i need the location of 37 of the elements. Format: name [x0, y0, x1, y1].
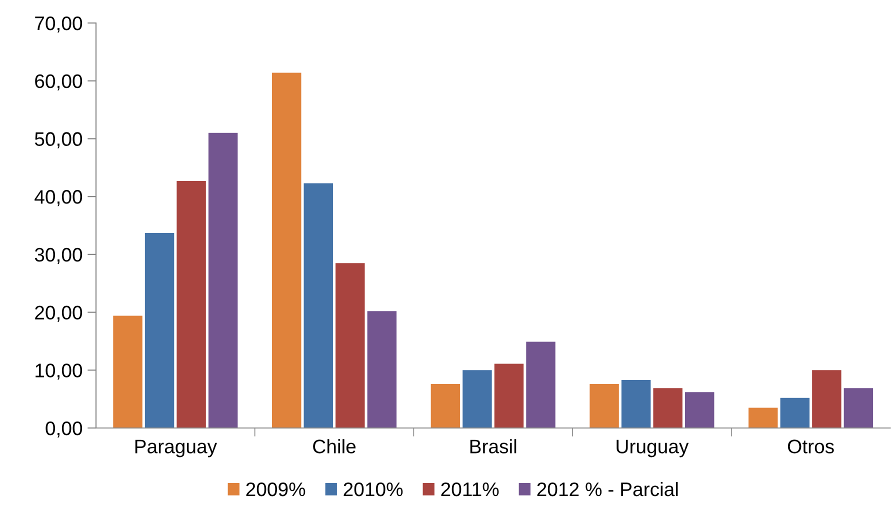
bar — [494, 364, 524, 428]
bar — [621, 380, 651, 428]
x-tick-label: Uruguay — [616, 440, 689, 458]
x-tick-label: Paraguay — [135, 440, 218, 458]
x-tick-label: Otros — [788, 440, 834, 454]
y-tick-label: 0,00 — [46, 421, 82, 438]
bar — [844, 388, 874, 428]
y-tick-label: 50,00 — [34, 132, 82, 148]
bar — [176, 180, 206, 428]
bar — [684, 392, 714, 428]
y-tick-label: 30,00 — [34, 248, 82, 264]
bar — [272, 72, 302, 428]
legend-label: 2009% — [246, 482, 306, 496]
x-tick-label: Brasil — [470, 439, 516, 454]
bar — [304, 183, 333, 428]
bar — [336, 263, 365, 428]
bar — [748, 408, 778, 428]
bar — [144, 233, 174, 428]
x-tick-label: Chile — [313, 439, 356, 454]
y-tick-label: 40,00 — [34, 190, 82, 206]
bar — [526, 342, 556, 428]
legend-label: 2011% — [441, 482, 499, 496]
y-tick-label: 60,00 — [35, 74, 82, 90]
bar — [653, 388, 682, 428]
bar — [812, 370, 842, 428]
bar — [113, 316, 142, 428]
legend-label: 2012 % - Parcial — [537, 482, 678, 496]
legend-label: 2010% — [344, 482, 403, 496]
bar — [462, 370, 492, 428]
bar — [780, 398, 810, 428]
bar — [430, 384, 460, 428]
y-tick-label: 70,00 — [35, 16, 82, 33]
bar — [367, 311, 397, 428]
y-tick-label: 10,00 — [36, 364, 82, 380]
bar — [208, 132, 238, 428]
y-tick-label: 20,00 — [35, 306, 82, 322]
bar — [590, 384, 619, 428]
